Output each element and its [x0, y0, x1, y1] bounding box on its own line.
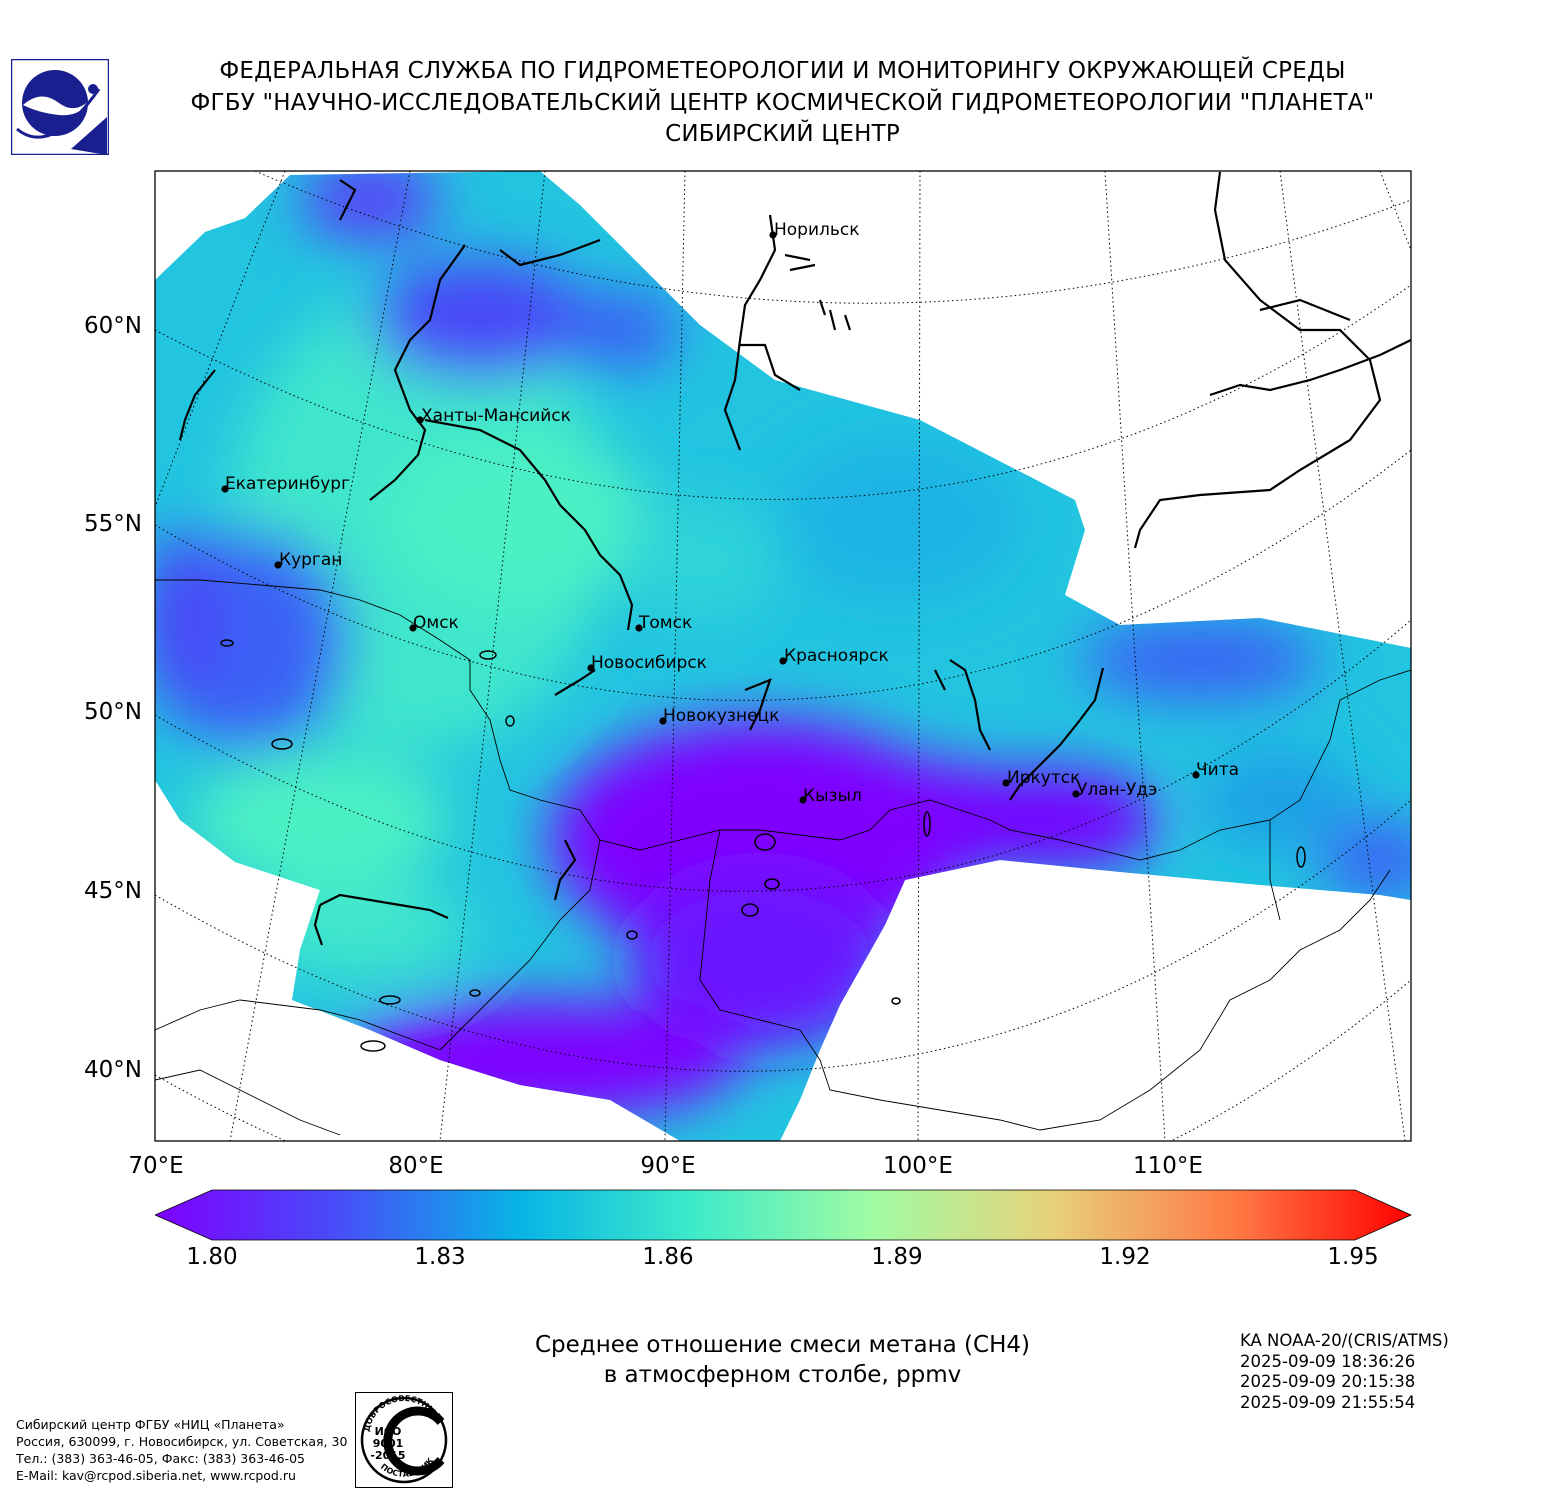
- header-line-2: ФГБУ "НАУЧНО-ИССЛЕДОВАТЕЛЬСКИЙ ЦЕНТР КОС…: [190, 89, 1375, 116]
- svg-text:Омск: Омск: [413, 613, 459, 633]
- rivers: [178, 171, 1411, 946]
- header-line-1: ФЕДЕРАЛЬНАЯ СЛУЖБА ПО ГИДРОМЕТЕОРОЛОГИИ …: [219, 58, 1346, 84]
- iso-code-1: ИСО: [375, 1425, 402, 1438]
- lon-label-110: 110°E: [1133, 1153, 1203, 1179]
- svg-text:Красноярск: Красноярск: [784, 646, 889, 666]
- borders: [155, 579, 1411, 1136]
- city-irkutsk: Иркутск: [1002, 768, 1080, 788]
- lat-label-45: 45°N: [84, 878, 142, 904]
- city-krasnoyarsk: Красноярск: [779, 646, 889, 666]
- svg-text:Курган: Курган: [279, 550, 342, 570]
- colorbar-tick-1-86: 1.86: [642, 1244, 694, 1270]
- colorbar-tick-1-89: 1.89: [871, 1244, 923, 1270]
- city-norilsk: Норильск: [769, 220, 860, 240]
- svg-text:Иркутск: Иркутск: [1007, 768, 1080, 788]
- contact-line-3: Тел.: (383) 363-46-05, Факс: (383) 363-4…: [16, 1451, 306, 1466]
- svg-text:Ханты-Мансийск: Ханты-Мансийск: [421, 406, 571, 426]
- lat-label-55: 55°N: [84, 511, 142, 537]
- contact-line-4: E-Mail: kav@rcpod.siberia.net, www.rcpod…: [16, 1468, 296, 1483]
- planeta-logo: [10, 58, 110, 156]
- lat-label-60: 60°N: [84, 313, 142, 339]
- caption-line-2: в атмосферном столбе, ppmv: [603, 1362, 962, 1388]
- city-kurgan: Курган: [274, 550, 342, 570]
- caption-line-1: Среднее отношение смеси метана (CH4): [534, 1332, 1030, 1358]
- methane-field: Норильск Ханты-Мансийск Екатеринбург Кур…: [155, 171, 1411, 1141]
- svg-text:Норильск: Норильск: [774, 220, 860, 240]
- agency-header: ФЕДЕРАЛЬНАЯ СЛУЖБА ПО ГИДРОМЕТЕОРОЛОГИИ …: [120, 56, 1445, 151]
- city-kyzyl: Кызыл: [799, 786, 862, 806]
- city-omsk: Омск: [409, 613, 459, 633]
- city-yekaterinburg: Екатеринбург: [221, 474, 350, 494]
- svg-text:Улан-Удэ: Улан-Удэ: [1077, 780, 1157, 800]
- lakes: [220, 639, 1306, 1052]
- svg-text:Новосибирск: Новосибирск: [591, 653, 707, 673]
- city-markers: Норильск Ханты-Мансийск Екатеринбург Кур…: [221, 220, 1239, 806]
- colorbar-tick-1-95: 1.95: [1327, 1244, 1379, 1270]
- lat-label-40: 40°N: [84, 1057, 142, 1083]
- iso-code-3: -2015: [370, 1449, 405, 1462]
- lon-label-70: 70°E: [128, 1153, 183, 1179]
- contact-line-1: Сибирский центр ФГБУ «НИЦ «Планета»: [16, 1417, 285, 1432]
- lon-label-80: 80°E: [388, 1153, 443, 1179]
- svg-text:Кызыл: Кызыл: [803, 786, 862, 806]
- svg-text:Томск: Томск: [638, 613, 692, 633]
- colorbar-gradient: [154, 1189, 1412, 1241]
- satellite-info: KA NOAA-20/(CRIS/ATMS) 2025-09-09 18:36:…: [1240, 1331, 1449, 1413]
- city-khanty-mansiysk: Ханты-Мансийск: [416, 406, 571, 426]
- city-tomsk: Томск: [635, 613, 692, 633]
- lon-label-100: 100°E: [883, 1153, 953, 1179]
- city-novosibirsk: Новосибирск: [587, 653, 707, 673]
- graticule: [155, 171, 1411, 1141]
- iso-stamp: ДОБРОСОВЕСТНЫЙ ПОСТАВЩИК ИСО 9001 -2015: [355, 1392, 453, 1488]
- city-chita: Чита: [1192, 760, 1239, 780]
- longitude-labels: 70°E 80°E 90°E 100°E 110°E: [128, 1153, 1203, 1179]
- svg-text:Екатеринбург: Екатеринбург: [225, 474, 350, 494]
- pass-time-3: 2025-09-09 21:55:54: [1240, 1392, 1416, 1412]
- svg-text:Новокузнецк: Новокузнецк: [663, 706, 779, 726]
- lat-label-50: 50°N: [84, 699, 142, 725]
- satellite-name: KA NOAA-20/(CRIS/ATMS): [1240, 1331, 1449, 1350]
- city-ulan-ude: Улан-Удэ: [1072, 780, 1157, 800]
- city-novokuznetsk: Новокузнецк: [659, 706, 779, 726]
- pass-time-1: 2025-09-09 18:36:26: [1240, 1351, 1416, 1371]
- iso-code-2: 9001: [373, 1437, 404, 1450]
- contact-info: Сибирский центр ФГБУ «НИЦ «Планета» Росс…: [16, 1416, 347, 1484]
- svg-text:Чита: Чита: [1196, 760, 1239, 780]
- map-caption: Среднее отношение смеси метана (CH4) в а…: [440, 1330, 1125, 1390]
- colorbar: [154, 1189, 1412, 1241]
- latitude-labels: 60°N 55°N 50°N 45°N 40°N: [84, 313, 142, 1083]
- header-line-3: СИБИРСКИЙ ЦЕНТР: [665, 121, 900, 147]
- colorbar-tick-1-80: 1.80: [186, 1244, 238, 1270]
- colorbar-tick-1-83: 1.83: [414, 1244, 466, 1270]
- contact-line-2: Россия, 630099, г. Новосибирск, ул. Сове…: [16, 1434, 348, 1449]
- pass-time-2: 2025-09-09 20:15:38: [1240, 1372, 1416, 1391]
- map-frame: [154, 170, 1412, 1142]
- colorbar-tick-1-92: 1.92: [1099, 1244, 1151, 1270]
- lon-label-90: 90°E: [640, 1153, 695, 1179]
